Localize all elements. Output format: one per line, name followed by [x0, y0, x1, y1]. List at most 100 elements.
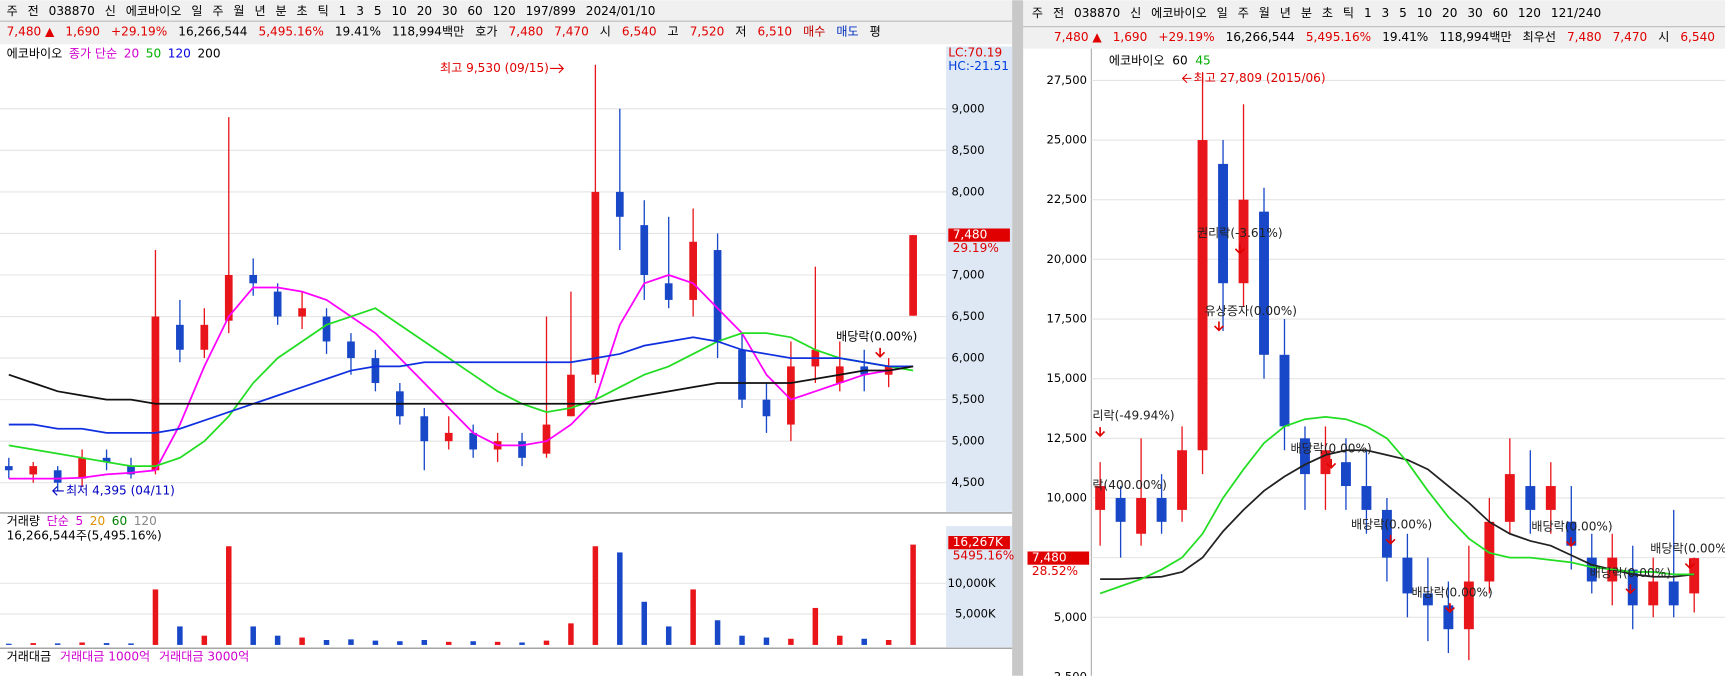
event-marker: [1234, 244, 1245, 255]
y-tick-label: 10,000: [1047, 490, 1087, 504]
y-tick-label: 6,000: [952, 351, 985, 365]
candle-body: [713, 250, 722, 342]
event-marker: [1095, 427, 1106, 438]
quote-item: 7,520: [690, 25, 725, 39]
volume-bar: [470, 641, 476, 645]
quote-item: 16,266,544: [178, 25, 248, 39]
toolbar-item: 20: [1442, 6, 1457, 20]
candle-body: [298, 308, 306, 317]
candle-body: [249, 274, 258, 284]
legend-item: 60: [1172, 53, 1187, 67]
volume-bar: [372, 640, 379, 645]
candle-body: [1668, 581, 1679, 606]
toolbar-item: 121/240: [1551, 6, 1601, 20]
candle-body: [1504, 474, 1515, 522]
quote-item: 시: [1658, 30, 1669, 44]
toolbar-item: 일: [191, 4, 202, 18]
candle-body: [762, 399, 771, 417]
candle-body: [787, 366, 795, 425]
volume-bar: [494, 641, 501, 645]
y-tick-label: 8,000: [952, 184, 985, 198]
y-tick-label: 5,000: [1054, 610, 1087, 624]
quote-item: 5,495.16%: [1306, 30, 1371, 44]
candle-body: [29, 466, 38, 475]
toolbar-item: 30: [442, 4, 457, 18]
lc-label: LC:70.19: [948, 46, 1002, 60]
toolbar-item: 5: [374, 4, 382, 18]
y-tick-label: 15,000: [1047, 371, 1087, 385]
toolbar-item: 분: [1301, 6, 1312, 20]
toolbar-item: 월: [233, 4, 244, 18]
candle-body: [176, 324, 184, 350]
price-change: 28.52%: [1032, 564, 1078, 578]
volume-bar: [617, 552, 623, 645]
legend-item: 50: [146, 47, 161, 61]
candle-body: [127, 466, 135, 475]
toolbar-item: 전: [28, 4, 39, 18]
annotation: 최고 9,530 (09/15): [440, 61, 549, 75]
quote-item: 평: [870, 25, 881, 39]
volume-bar: [421, 640, 428, 645]
candle-body: [4, 466, 13, 471]
left-toolbar: [0, 0, 1013, 45]
event-marker: [1213, 321, 1224, 332]
candle-body: [1136, 497, 1147, 534]
quote-item: 118,994백만: [392, 25, 464, 39]
volume-bar: [177, 626, 183, 645]
toolbar-item: 일: [1217, 6, 1228, 20]
toolbar-item: 전: [1053, 6, 1064, 20]
candle-body: [1361, 486, 1372, 510]
price-value: 7,480: [953, 228, 988, 242]
annotation: 최고 27,809 (2015/06): [1194, 71, 1326, 85]
volume-box: [948, 536, 1010, 550]
candle-body: [1340, 462, 1351, 487]
toolbar-item: 60: [1493, 6, 1508, 20]
candle-body: [1463, 581, 1474, 630]
quote-item: 고: [668, 25, 679, 39]
event-marker: [1565, 537, 1576, 548]
candle-body: [102, 457, 111, 462]
toolbar-item: 2024/01/10: [586, 4, 656, 18]
y-tick-label: 20,000: [1047, 252, 1087, 266]
ma-line: [8, 336, 914, 434]
candle-body: [1525, 486, 1536, 510]
y-tick-label: 4,500: [952, 475, 985, 489]
toolbar-item: 197/899: [526, 4, 576, 18]
volume-bar: [543, 640, 550, 645]
quote-item: 6,510: [757, 25, 792, 39]
annotation-arrow: [550, 63, 565, 74]
candle-body: [469, 432, 478, 450]
volume-bar: [201, 635, 208, 645]
candle-body: [689, 241, 697, 300]
y-tick-label: 5,000: [952, 434, 985, 448]
quote-item: 19.41%: [1382, 30, 1428, 44]
quote-item: 매도: [836, 25, 858, 39]
quote-item: 7,480 ▲: [1054, 30, 1102, 44]
toolbar-item: 주: [212, 4, 223, 18]
splitter[interactable]: [1012, 0, 1024, 676]
quote-item: 7,480: [1567, 30, 1602, 44]
candle-body: [1422, 593, 1433, 606]
y-tick-label: 6,500: [952, 309, 985, 323]
volume-bar: [445, 641, 452, 645]
volume-bar: [299, 637, 305, 645]
volume-bar: [348, 639, 354, 645]
quote-item: 6,540: [1680, 30, 1715, 44]
y-tick-label: 5,000K: [955, 607, 996, 621]
volume-bar: [250, 626, 256, 645]
legend-item: 45: [1195, 53, 1210, 67]
candle-body: [1279, 354, 1290, 427]
toolbar-item: 5: [1399, 6, 1407, 20]
annotation: 배당락(0.00%): [836, 329, 917, 343]
candle-body: [591, 191, 600, 375]
quote-item: +29.19%: [1158, 30, 1214, 44]
toolbar-item: 주: [1238, 6, 1249, 20]
toolbar-item: 분: [276, 4, 287, 18]
candle-body: [1218, 163, 1228, 284]
y-tick-label: 5,500: [952, 392, 985, 406]
toolbar-item: 에코바이오: [126, 4, 182, 18]
toolbar-item: 에코바이오: [1151, 6, 1207, 20]
toolbar-item: 120: [493, 4, 516, 18]
